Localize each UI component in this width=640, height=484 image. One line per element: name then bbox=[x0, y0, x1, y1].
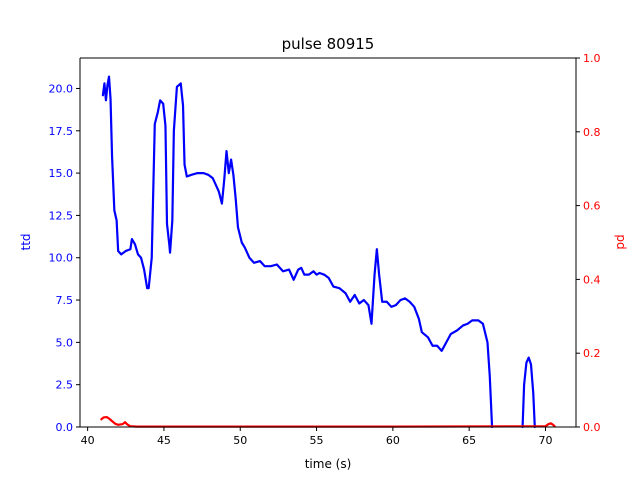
series-layer bbox=[100, 75, 556, 429]
y-left-axis-ticks: 0.0 2.5 5.0 7.5 10.0 12.5 15.0 17.5 20.0 bbox=[49, 82, 80, 434]
ttd-series-line-1 bbox=[521, 356, 536, 429]
x-tick-label: 65 bbox=[462, 434, 476, 447]
x-axis-ticks: 40 45 50 55 60 65 70 bbox=[81, 427, 552, 447]
x-tick-label: 50 bbox=[233, 434, 247, 447]
x-tick-label: 70 bbox=[538, 434, 552, 447]
y-right-tick-label: 1.0 bbox=[583, 52, 601, 65]
y-right-axis-label: pd bbox=[613, 234, 627, 249]
y-left-tick-label: 12.5 bbox=[49, 209, 74, 222]
y-right-tick-label: 0.0 bbox=[583, 421, 601, 434]
y-left-tick-label: 2.5 bbox=[56, 379, 74, 392]
y-right-tick-label: 0.4 bbox=[583, 273, 601, 286]
y-left-tick-label: 10.0 bbox=[49, 252, 74, 265]
pd-series-line-2 bbox=[100, 415, 556, 428]
x-tick-label: 60 bbox=[386, 434, 400, 447]
y-right-tick-label: 0.8 bbox=[583, 126, 601, 139]
plot-area bbox=[80, 58, 576, 427]
y-right-tick-label: 0.6 bbox=[583, 200, 601, 213]
y-right-tick-label: 0.2 bbox=[583, 347, 601, 360]
x-tick-label: 40 bbox=[81, 434, 95, 447]
y-left-tick-label: 20.0 bbox=[49, 82, 74, 95]
y-left-tick-label: 7.5 bbox=[56, 294, 74, 307]
y-left-tick-label: 15.0 bbox=[49, 167, 74, 180]
x-tick-label: 55 bbox=[310, 434, 324, 447]
ttd-series-line-0 bbox=[101, 75, 494, 429]
y-left-tick-label: 0.0 bbox=[56, 421, 74, 434]
y-left-axis-label: ttd bbox=[19, 233, 33, 250]
chart-title: pulse 80915 bbox=[282, 35, 375, 53]
x-tick-label: 45 bbox=[157, 434, 171, 447]
y-right-axis-ticks: 0.0 0.2 0.4 0.6 0.8 1.0 bbox=[576, 52, 601, 434]
x-axis-label: time (s) bbox=[305, 457, 352, 471]
axes-frame bbox=[79, 57, 577, 428]
y-left-tick-label: 5.0 bbox=[56, 336, 74, 349]
y-left-tick-label: 17.5 bbox=[49, 125, 74, 138]
